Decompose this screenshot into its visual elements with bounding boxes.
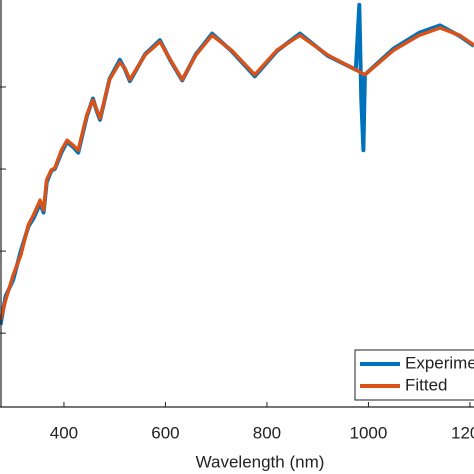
legend-box — [354, 349, 474, 401]
legend-label: Fitted — [405, 375, 448, 394]
x-tick-label: 1000 — [350, 423, 388, 442]
data-line — [0, 26, 474, 321]
x-tick-label: 400 — [50, 423, 78, 442]
x-tick-label: 600 — [151, 423, 179, 442]
x-axis-label: Wavelength (nm) — [196, 452, 325, 471]
data-line — [0, 2, 474, 326]
legend-label: Experimental — [405, 353, 474, 372]
x-tick-label: 800 — [253, 423, 281, 442]
x-tick-label: 1200 — [451, 423, 474, 442]
legend: Experimental Fitted — [354, 349, 474, 401]
